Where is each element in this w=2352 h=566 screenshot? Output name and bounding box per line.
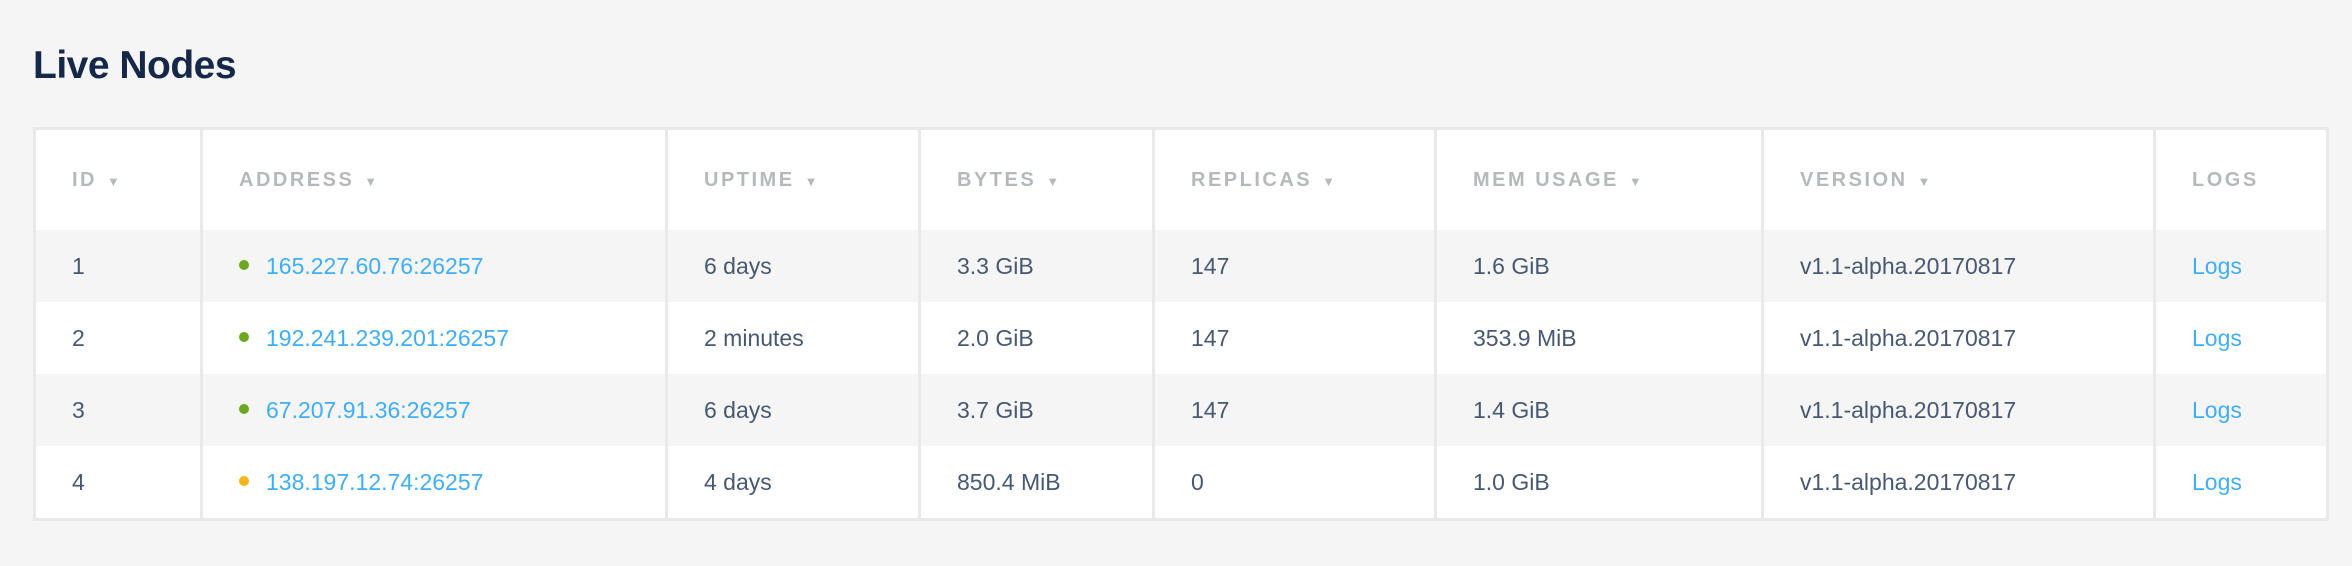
replicas-value: 147 xyxy=(1191,252,1230,279)
uptime-value: 2 minutes xyxy=(704,324,804,351)
caret-down-icon[interactable]: ▼ xyxy=(804,173,818,189)
status-suspect-dot-icon xyxy=(239,476,249,487)
live-nodes-table: ID ▼ ADDRESS ▼ UPTIME ▼ BYTES ▼ REPLICAS ▼ MEM USA… xyxy=(33,127,2329,521)
bytes-value: 2.0 GiB xyxy=(957,324,1034,351)
caret-down-icon[interactable]: ▼ xyxy=(1917,173,1931,189)
bytes-value: 3.7 GiB xyxy=(957,396,1034,423)
cell-logs: Logs xyxy=(2153,302,2328,374)
cell-uptime: 6 days xyxy=(665,374,920,446)
id-value: 3 xyxy=(72,396,85,423)
uptime-value: 4 days xyxy=(704,468,772,495)
column-header-bytes[interactable]: BYTES ▼ xyxy=(918,128,1154,230)
cell-uptime: 6 days xyxy=(665,230,920,302)
table-header-row: ID ▼ ADDRESS ▼ UPTIME ▼ BYTES ▼ REPLICAS ▼ MEM USA… xyxy=(35,128,2328,231)
cell-bytes: 3.3 GiB xyxy=(918,230,1154,302)
cell-bytes: 2.0 GiB xyxy=(918,302,1154,374)
page-title: Live Nodes xyxy=(33,44,237,87)
cell-address: 67.207.91.36:26257 xyxy=(200,374,667,446)
logs-link[interactable]: Logs xyxy=(2192,396,2242,423)
cell-address: 165.227.60.76:26257 xyxy=(200,230,667,302)
cell-mem-usage: 1.6 GiB xyxy=(1434,230,1763,302)
cell-version: v1.1-alpha.20170817 xyxy=(1761,230,2155,302)
mem-usage-value: 1.6 GiB xyxy=(1473,252,1550,279)
status-live-dot-icon xyxy=(239,260,249,271)
id-value: 2 xyxy=(72,324,85,351)
column-header-label: REPLICAS xyxy=(1191,168,1313,191)
version-value: v1.1-alpha.20170817 xyxy=(1800,396,2017,423)
caret-down-icon[interactable]: ▼ xyxy=(1322,173,1335,189)
uptime-value: 6 days xyxy=(704,396,772,423)
cell-mem-usage: 353.9 MiB xyxy=(1434,302,1763,374)
version-value: v1.1-alpha.20170817 xyxy=(1800,468,2017,495)
caret-down-icon[interactable]: ▼ xyxy=(1628,173,1642,189)
cell-mem-usage: 1.4 GiB xyxy=(1434,374,1763,446)
logs-link[interactable]: Logs xyxy=(2192,252,2242,279)
cell-version: v1.1-alpha.20170817 xyxy=(1761,374,2155,446)
logs-link[interactable]: Logs xyxy=(2192,324,2242,351)
cell-id: 2 xyxy=(35,302,202,374)
replicas-value: 147 xyxy=(1191,396,1230,423)
uptime-value: 6 days xyxy=(704,252,772,279)
id-value: 1 xyxy=(72,252,85,279)
cell-replicas: 147 xyxy=(1152,230,1436,302)
column-header-label: MEM USAGE xyxy=(1473,168,1619,191)
cell-version: v1.1-alpha.20170817 xyxy=(1761,446,2155,520)
caret-down-icon[interactable]: ▼ xyxy=(107,173,120,189)
cell-logs: Logs xyxy=(2153,374,2328,446)
cell-bytes: 3.7 GiB xyxy=(918,374,1154,446)
table-row: 2 192.241.239.201:26257 2 minutes 2.0 GiB 14… xyxy=(35,302,2328,374)
column-header-label: BYTES xyxy=(957,168,1037,191)
id-value: 4 xyxy=(72,468,85,495)
status-live-dot-icon xyxy=(239,332,249,343)
cell-replicas: 0 xyxy=(1152,446,1436,520)
mem-usage-value: 1.0 GiB xyxy=(1473,468,1550,495)
cell-bytes: 850.4 MiB xyxy=(918,446,1154,520)
column-header-label: ID xyxy=(72,168,97,191)
cell-address: 138.197.12.74:26257 xyxy=(200,446,667,520)
replicas-value: 0 xyxy=(1191,468,1204,495)
column-header-version[interactable]: VERSION ▼ xyxy=(1761,128,2155,230)
cell-uptime: 4 days xyxy=(665,446,920,520)
bytes-value: 3.3 GiB xyxy=(957,252,1034,279)
column-header-label: ADDRESS xyxy=(239,168,355,191)
cell-version: v1.1-alpha.20170817 xyxy=(1761,302,2155,374)
mem-usage-value: 353.9 MiB xyxy=(1473,324,1577,351)
version-value: v1.1-alpha.20170817 xyxy=(1800,324,2017,351)
column-header-label: UPTIME xyxy=(704,168,795,191)
replicas-value: 147 xyxy=(1191,324,1230,351)
mem-usage-value: 1.4 GiB xyxy=(1473,396,1550,423)
cell-logs: Logs xyxy=(2153,230,2328,302)
version-value: v1.1-alpha.20170817 xyxy=(1800,252,2017,279)
table-row: 1 165.227.60.76:26257 6 days 3.3 GiB 147 1.6 … xyxy=(34,230,2328,302)
cell-address: 192.241.239.201:26257 xyxy=(200,302,667,374)
cell-replicas: 147 xyxy=(1152,302,1436,374)
cell-id: 3 xyxy=(34,374,202,446)
cell-replicas: 147 xyxy=(1152,374,1436,446)
column-header-address[interactable]: ADDRESS ▼ xyxy=(200,128,667,230)
cell-id: 1 xyxy=(34,230,202,302)
table-row: 4 138.197.12.74:26257 4 days 850.4 MiB 0 1.0 … xyxy=(35,446,2328,520)
logs-link[interactable]: Logs xyxy=(2192,468,2242,495)
caret-down-icon[interactable]: ▼ xyxy=(1046,173,1060,189)
cell-uptime: 2 minutes xyxy=(665,302,920,374)
cell-id: 4 xyxy=(35,446,202,520)
node-address-link[interactable]: 192.241.239.201:26257 xyxy=(266,324,510,351)
column-header-logs: LOGS xyxy=(2153,128,2328,230)
node-address-link[interactable]: 165.227.60.76:26257 xyxy=(266,252,484,279)
table-row: 3 67.207.91.36:26257 6 days 3.7 GiB 147 1.4 G… xyxy=(34,374,2328,446)
column-header-uptime[interactable]: UPTIME ▼ xyxy=(665,128,920,230)
column-header-replicas[interactable]: REPLICAS ▼ xyxy=(1152,128,1436,230)
column-header-label: LOGS xyxy=(2192,168,2259,191)
column-header-id[interactable]: ID ▼ xyxy=(35,129,202,231)
bytes-value: 850.4 MiB xyxy=(957,468,1061,495)
cell-logs: Logs xyxy=(2153,446,2328,520)
column-header-mem-usage[interactable]: MEM USAGE ▼ xyxy=(1434,128,1763,230)
status-live-dot-icon xyxy=(239,404,249,415)
node-address-link[interactable]: 138.197.12.74:26257 xyxy=(266,468,484,495)
cell-mem-usage: 1.0 GiB xyxy=(1434,446,1763,520)
node-address-link[interactable]: 67.207.91.36:26257 xyxy=(266,396,471,423)
column-header-label: VERSION xyxy=(1800,168,1908,191)
caret-down-icon[interactable]: ▼ xyxy=(364,173,378,189)
